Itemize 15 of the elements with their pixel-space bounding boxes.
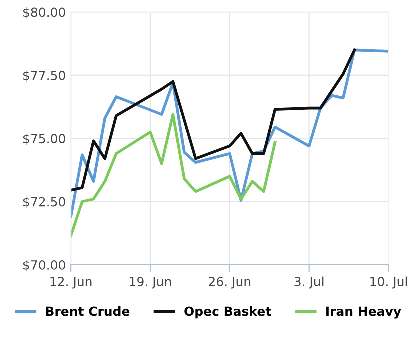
y-tick-label: $80.00: [24, 8, 66, 19]
y-tick-label: $70.00: [24, 260, 66, 272]
x-tick-label: 19. Jun: [130, 277, 172, 289]
line-series: [71, 48, 356, 192]
x-tick-label: 12. Jun: [50, 277, 92, 289]
line-series: [71, 113, 277, 238]
legend-label: Opec Basket: [184, 306, 272, 319]
y-tick-label: $75.00: [24, 134, 66, 146]
x-tick-label: 26. Jun: [209, 277, 251, 289]
y-tick-label: $77.50: [24, 70, 66, 82]
y-tick-label: $72.50: [24, 197, 66, 208]
x-tick-label: 10. Jul: [370, 276, 408, 289]
legend-label: Brent Crude: [46, 306, 130, 316]
x-tick-label: 3. Jul: [294, 276, 324, 289]
legend-label: Iran Heavy: [326, 306, 402, 319]
